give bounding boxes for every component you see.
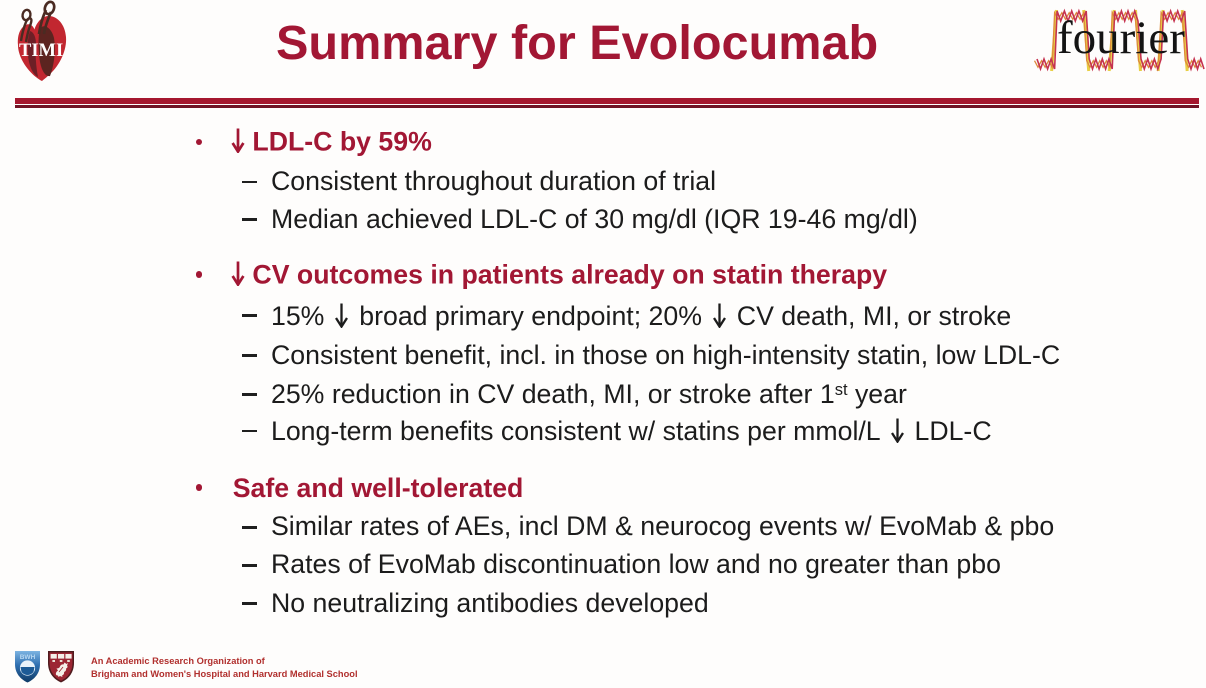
svg-text:BWH: BWH bbox=[20, 654, 36, 661]
svg-text:TIMI: TIMI bbox=[19, 41, 63, 61]
svg-text:fourier: fourier bbox=[1057, 12, 1185, 64]
